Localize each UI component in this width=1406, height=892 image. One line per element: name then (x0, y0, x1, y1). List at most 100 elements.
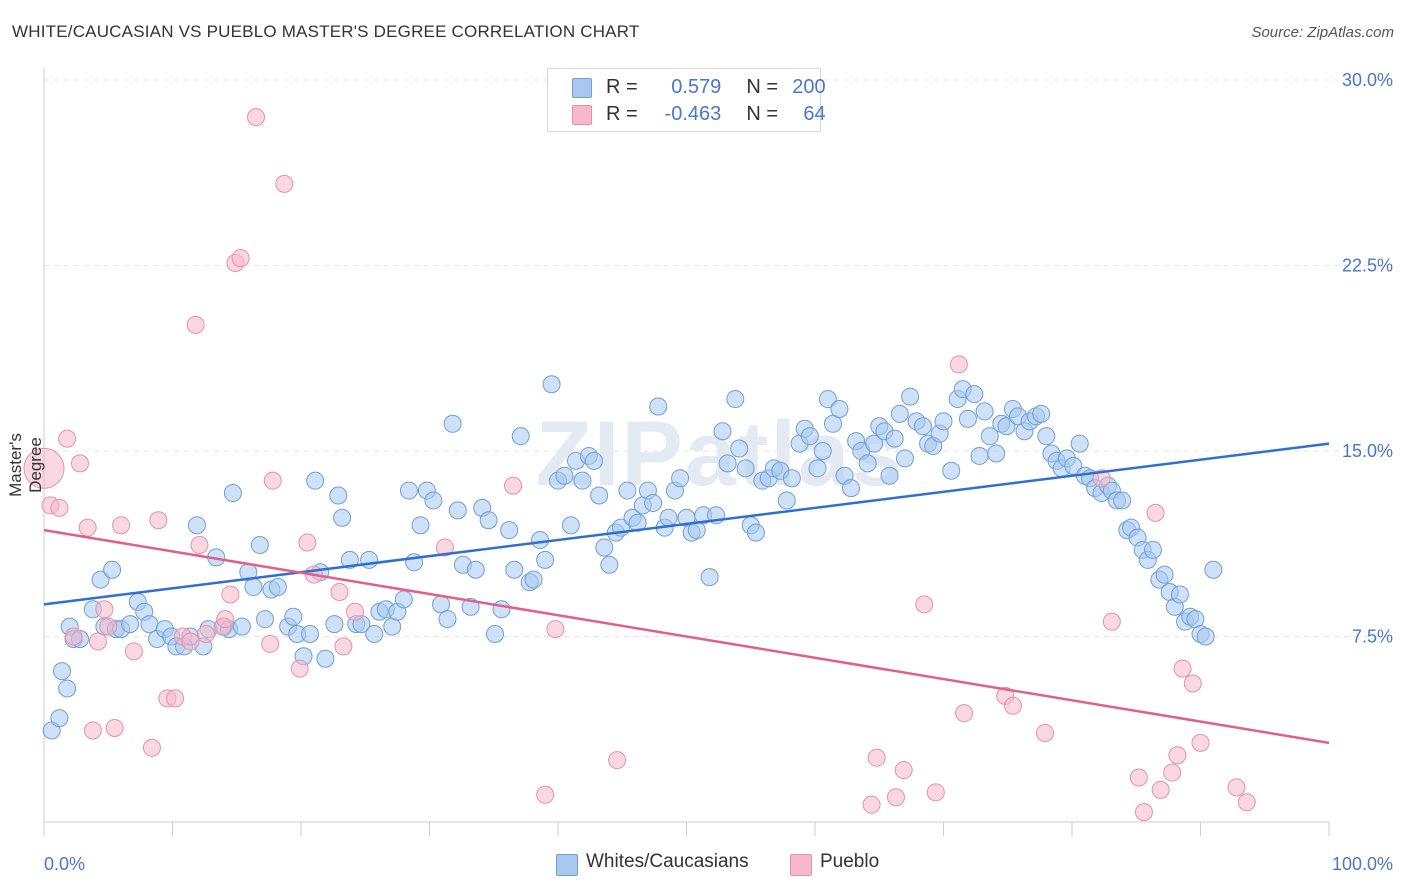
point-whites (424, 491, 443, 510)
point-pueblo (290, 659, 309, 678)
bottom-legend-label-whites: Whites/Caucasians (586, 851, 749, 872)
point-pueblo (915, 595, 934, 614)
point-pueblo (546, 620, 565, 639)
point-whites (997, 417, 1016, 436)
point-whites (813, 442, 832, 460)
series-pueblo-points (23, 108, 1256, 822)
point-whites (1155, 565, 1174, 584)
legend-r-value: -0.463 (664, 103, 722, 125)
bottom-legend-label-pueblo: Pueblo (820, 851, 880, 872)
point-whites (958, 409, 977, 428)
legend-r-value: 0.579 (671, 76, 722, 98)
point-whites (895, 449, 914, 468)
point-whites (1037, 427, 1056, 446)
tick-labels: 7.5% 15.0% 22.5% 30.0% 0.0% 100.0% (44, 70, 1393, 874)
point-pueblo (1036, 723, 1055, 742)
point-whites (360, 550, 379, 569)
point-whites (340, 550, 359, 569)
point-whites (800, 427, 819, 446)
point-whites (256, 610, 275, 629)
point-whites (782, 469, 801, 488)
point-whites (394, 590, 413, 609)
legend-n-value: 64 (803, 103, 826, 125)
point-whites (618, 481, 637, 500)
point-pueblo (1129, 768, 1148, 787)
point-whites (479, 511, 498, 530)
point-pueblo (1168, 746, 1187, 765)
point-pueblo (95, 600, 114, 619)
point-pueblo (1191, 733, 1210, 752)
point-whites (492, 600, 511, 619)
legend-swatch-whites (572, 78, 592, 98)
point-whites (746, 523, 765, 542)
point-whites (671, 469, 690, 488)
point-whites (830, 399, 849, 418)
point-whites (500, 521, 519, 540)
point-whites (399, 481, 418, 500)
point-pueblo (83, 721, 102, 740)
point-whites (511, 427, 530, 446)
point-whites (333, 508, 352, 527)
chart-source: Source: ZipAtlas.com (1251, 24, 1394, 41)
point-pueblo (88, 632, 107, 651)
point-pueblo (1134, 803, 1153, 822)
point-pueblo (247, 108, 266, 127)
stats-legend: R = 0.579 N = 200 R = -0.463 N = 64 (547, 68, 826, 132)
point-whites (865, 434, 884, 453)
legend-swatch-pueblo (572, 105, 592, 125)
point-pueblo (435, 538, 454, 557)
point-whites (555, 466, 574, 485)
point-whites (885, 429, 904, 448)
point-whites (980, 427, 999, 446)
point-whites (573, 471, 592, 490)
y-axis-title: Master's Degree (6, 433, 45, 497)
point-whites (1170, 585, 1189, 604)
point-whites (1113, 491, 1132, 510)
point-whites (880, 466, 899, 485)
point-whites (250, 535, 269, 554)
legend-r-label: R = (606, 103, 638, 125)
bottom-legend-swatch-whites (556, 854, 578, 876)
point-pueblo (298, 533, 317, 552)
point-whites (1196, 627, 1215, 646)
point-whites (524, 570, 543, 589)
point-whites (52, 662, 71, 681)
point-pueblo (181, 632, 200, 651)
point-pueblo (196, 625, 215, 644)
point-whites (365, 625, 384, 644)
point-whites (841, 479, 860, 498)
point-pueblo (1237, 793, 1256, 812)
point-pueblo (608, 751, 627, 770)
point-whites (438, 610, 457, 629)
point-whites (542, 375, 561, 394)
point-whites (808, 459, 827, 478)
point-whites (934, 412, 953, 431)
x-tick-label: 100.0% (1332, 854, 1393, 874)
point-whites (1204, 560, 1223, 579)
series-whites-points (42, 375, 1223, 740)
point-whites (223, 484, 242, 503)
point-whites (448, 501, 467, 520)
point-whites (965, 385, 984, 404)
point-whites (823, 414, 842, 433)
point-pueblo (955, 704, 974, 723)
point-pueblo (261, 634, 280, 653)
point-pueblo (216, 610, 235, 629)
point-pueblo (1102, 612, 1121, 631)
legend-n-value: 200 (792, 76, 826, 98)
point-pueblo (330, 582, 349, 601)
point-whites (600, 555, 619, 574)
point-whites (1032, 404, 1051, 423)
point-whites (942, 461, 961, 480)
point-pueblo (867, 748, 886, 767)
point-whites (644, 493, 663, 512)
point-pueblo (50, 498, 69, 517)
point-pueblo (1092, 469, 1111, 488)
point-pueblo (58, 429, 77, 448)
point-whites (536, 550, 555, 569)
point-whites (531, 531, 550, 550)
legend-r-label: R = (606, 76, 638, 98)
point-pueblo (78, 518, 97, 537)
point-whites (987, 444, 1006, 463)
